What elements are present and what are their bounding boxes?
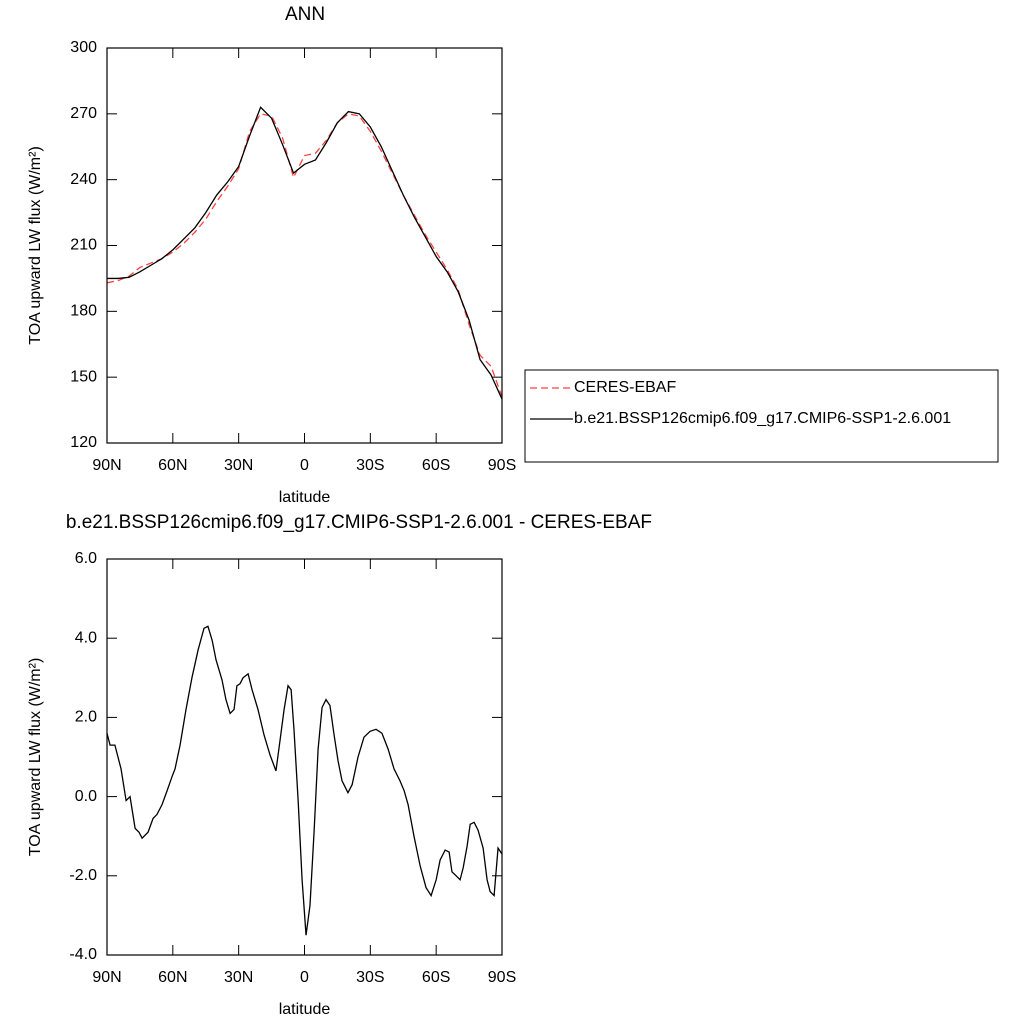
- legend-label: b.e21.BSSP126cmip6.f09_g17.CMIP6-SSP1-2.…: [574, 410, 951, 427]
- y-tick-label: 270: [70, 105, 97, 122]
- x-tick-label: 90N: [92, 457, 121, 474]
- x-tick-label: 90S: [488, 457, 516, 474]
- x-tick-label: 0: [300, 457, 309, 474]
- x-tick-label: 60S: [422, 969, 450, 986]
- y-tick-label: 300: [70, 39, 97, 56]
- legend-label: CERES-EBAF: [574, 379, 676, 396]
- y-tick-label: -4.0: [69, 946, 97, 963]
- data-line: [106, 625, 503, 936]
- legend-box: [524, 369, 999, 463]
- x-tick-label: 90S: [488, 969, 516, 986]
- x-tick-label: 60S: [422, 457, 450, 474]
- y-tick-label: 4.0: [75, 629, 97, 646]
- plot-frame: [106, 47, 503, 444]
- y-tick-label: 240: [70, 171, 97, 188]
- y-axis-label: TOA upward LW flux (W/m²): [27, 146, 44, 345]
- chart-title: ANN: [285, 4, 325, 25]
- y-tick-label: 6.0: [75, 550, 97, 567]
- x-tick-label: 90N: [92, 969, 121, 986]
- plot-frame: [106, 558, 503, 956]
- data-line: [107, 106, 503, 400]
- x-tick-label: 30S: [356, 969, 384, 986]
- x-tick-label: 60N: [158, 457, 187, 474]
- y-tick-label: 2.0: [75, 709, 97, 726]
- y-tick-label: -2.0: [69, 867, 97, 884]
- x-tick-label: 30N: [224, 457, 253, 474]
- x-tick-label: 30S: [356, 457, 384, 474]
- y-tick-label: 180: [70, 303, 97, 320]
- y-tick-label: 0.0: [75, 788, 97, 805]
- y-axis-label: TOA upward LW flux (W/m²): [27, 658, 44, 857]
- y-tick-label: 120: [70, 434, 97, 451]
- x-axis-label: latitude: [279, 1001, 331, 1018]
- x-tick-label: 60N: [158, 969, 187, 986]
- x-tick-label: 30N: [224, 969, 253, 986]
- y-tick-label: 150: [70, 368, 97, 385]
- x-axis-label: latitude: [279, 489, 331, 506]
- chart-title: b.e21.BSSP126cmip6.f09_g17.CMIP6-SSP1-2.…: [66, 512, 652, 533]
- data-line: [106, 113, 503, 398]
- y-tick-label: 210: [70, 237, 97, 254]
- x-tick-label: 0: [300, 969, 309, 986]
